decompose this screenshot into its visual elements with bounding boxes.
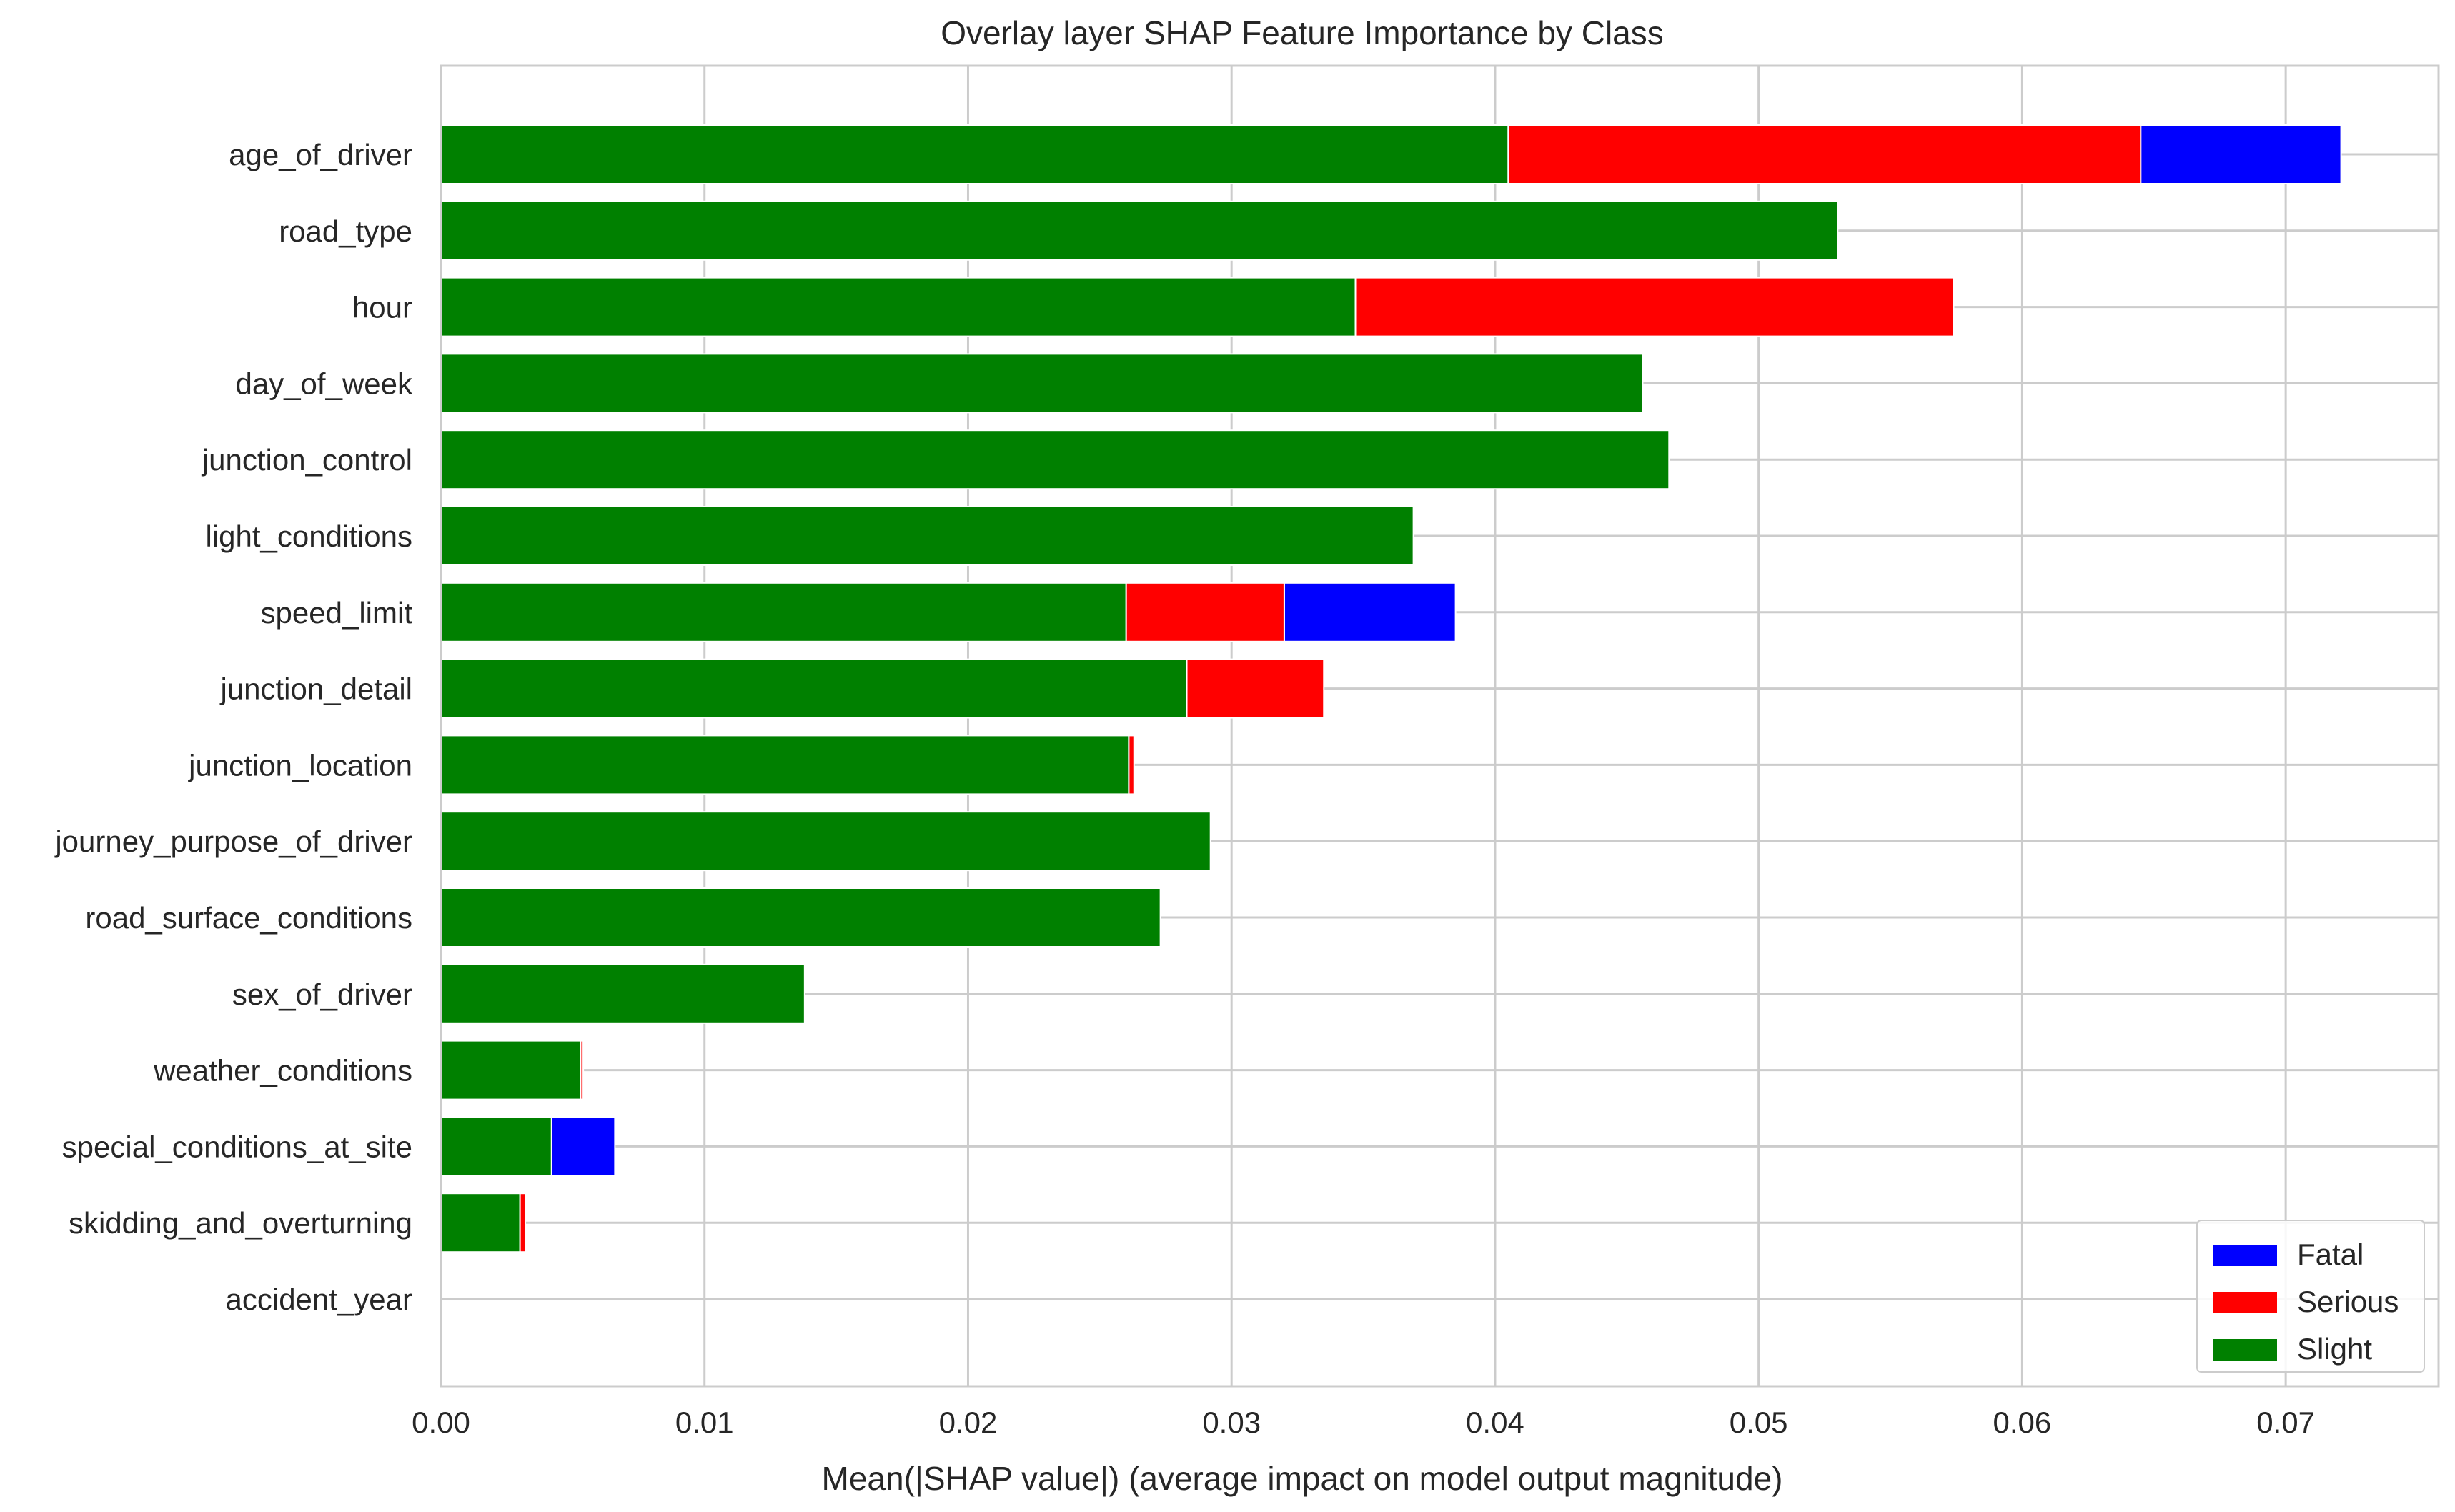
x-axis-label: Mean(|SHAP value|) (average impact on mo… <box>822 1460 1783 1497</box>
plot-frame <box>440 64 2440 1388</box>
bar-slight-junction-location <box>440 735 1130 795</box>
legend-label-slight: Slight <box>2297 1332 2372 1366</box>
x-tick-label: 0.06 <box>1993 1406 2052 1439</box>
x-tick-label: 0.07 <box>2256 1406 2315 1439</box>
y-tick-label: sex_of_driver <box>232 978 412 1011</box>
bar-serious-age-of-driver <box>1507 124 2142 184</box>
bar-slight-day-of-week <box>440 353 1644 414</box>
x-tick-label: 0.01 <box>675 1406 734 1439</box>
x-tick-label: 0.05 <box>1730 1406 1788 1439</box>
bar-fatal-speed-limit <box>1283 582 1457 642</box>
y-tick-label: special_conditions_at_site <box>62 1130 412 1163</box>
bar-slight-age-of-driver <box>440 124 1509 184</box>
bar-serious-junction-detail <box>1186 658 1325 719</box>
bar-fatal-age-of-driver <box>2140 124 2342 184</box>
bar-slight-weather-conditions <box>440 1040 582 1100</box>
bar-slight-junction-detail <box>440 658 1188 719</box>
y-tick-label: weather_conditions <box>153 1054 412 1088</box>
y-tick-label: speed_limit <box>261 596 413 630</box>
legend-label-serious: Serious <box>2297 1285 2399 1318</box>
bar-slight-hour <box>440 277 1357 337</box>
y-tick-label: road_type <box>279 214 412 248</box>
bar-slight-light-conditions <box>440 506 1414 566</box>
x-tick-label: 0.00 <box>412 1406 470 1439</box>
bar-slight-special-conditions-at-site <box>440 1116 552 1177</box>
bar-slight-journey-purpose-of-driver <box>440 811 1211 872</box>
bar-serious-hour <box>1354 277 1955 337</box>
y-tick-label: junction_location <box>187 748 412 782</box>
y-tick-label: hour <box>352 291 412 324</box>
y-tick-label: day_of_week <box>235 367 413 400</box>
y-tick-label: skidding_and_overturning <box>69 1206 412 1240</box>
y-tick-label: light_conditions <box>205 519 412 553</box>
bar-serious-speed-limit <box>1125 582 1285 642</box>
legend-swatch-serious <box>2213 1292 2277 1313</box>
chart-title: Overlay layer SHAP Feature Importance by… <box>941 14 1664 51</box>
y-tick-label: journey_purpose_of_driver <box>54 825 412 858</box>
bar-serious-skidding-and-overturning <box>519 1193 526 1253</box>
x-tick-label: 0.04 <box>1466 1406 1524 1439</box>
bar-slight-junction-control <box>440 429 1670 490</box>
bar-serious-weather-conditions <box>580 1040 585 1100</box>
bar-serious-junction-location <box>1128 735 1135 795</box>
bar-slight-speed-limit <box>440 582 1127 642</box>
bar-series <box>440 124 2342 1253</box>
legend-label-fatal: Fatal <box>2297 1238 2364 1271</box>
y-tick-label: road_surface_conditions <box>85 901 412 935</box>
y-tick-label: junction_control <box>201 443 412 477</box>
bar-slight-road-type <box>440 200 1839 261</box>
y-tick-label: accident_year <box>226 1283 413 1316</box>
bar-slight-skidding-and-overturning <box>440 1193 521 1253</box>
legend-swatch-fatal <box>2213 1245 2277 1266</box>
y-tick-label: junction_detail <box>219 672 412 706</box>
bar-fatal-special-conditions-at-site <box>550 1116 616 1177</box>
x-tick-labels: 0.00 0.01 0.02 0.03 0.04 0.05 0.06 0.07 <box>412 1406 2315 1439</box>
legend-swatch-slight <box>2213 1339 2277 1361</box>
bar-slight-sex-of-driver <box>440 963 805 1024</box>
y-tick-label: age_of_driver <box>229 138 412 171</box>
bar-slight-road-surface-conditions <box>440 887 1161 948</box>
x-tick-label: 0.03 <box>1202 1406 1261 1439</box>
legend: Fatal Serious Slight <box>2196 1220 2425 1373</box>
x-tick-label: 0.02 <box>939 1406 998 1439</box>
